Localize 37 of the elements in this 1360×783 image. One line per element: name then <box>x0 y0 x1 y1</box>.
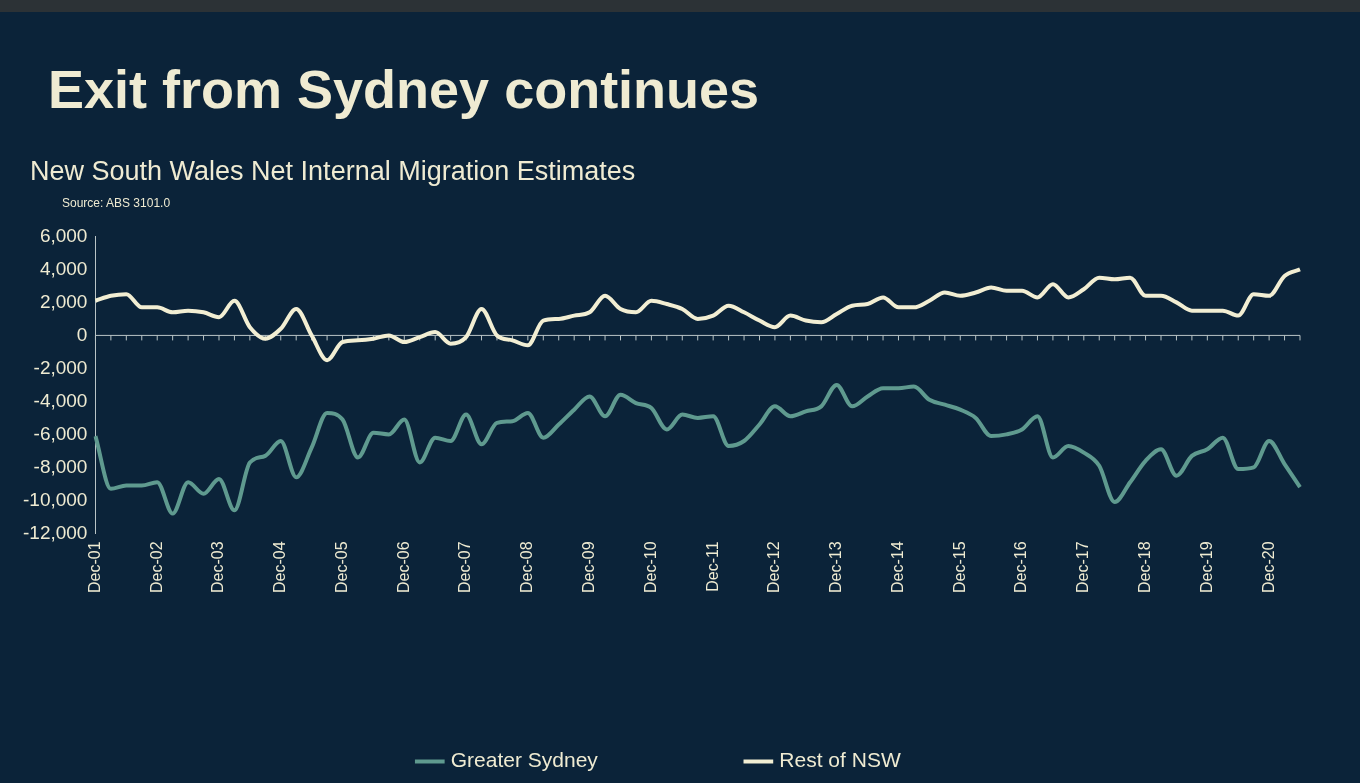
x-tick-label: Dec-20 <box>1259 541 1277 593</box>
line-series <box>93 382 1302 516</box>
legend-label: Rest of NSW <box>779 748 901 772</box>
x-tick-label: Dec-13 <box>827 541 845 593</box>
y-tick-label: 6,000 <box>39 224 88 246</box>
x-tick-label: Dec-04 <box>271 541 289 593</box>
chart-subtitle: New South Wales Net Internal Migration Estimates <box>30 156 636 187</box>
line-series <box>93 267 1302 363</box>
y-tick-label: -2,000 <box>33 356 88 378</box>
y-tick-label: 0 <box>76 323 88 345</box>
y-tick-label: 2,000 <box>39 290 88 312</box>
x-tick-label: Dec-08 <box>518 541 536 593</box>
x-tick-label: Dec-17 <box>1074 541 1092 593</box>
x-tick-label: Dec-05 <box>332 541 350 593</box>
x-tick-label: Dec-19 <box>1197 541 1215 593</box>
x-tick-label: Dec-06 <box>394 541 412 593</box>
source-note: Source: ABS 3101.0 <box>62 196 171 210</box>
legend-label: Greater Sydney <box>450 748 599 772</box>
chart-title: Exit from Sydney continues <box>48 58 760 120</box>
y-tick-label: -6,000 <box>33 422 88 444</box>
y-tick-label: 4,000 <box>39 257 88 279</box>
x-tick-label: Dec-10 <box>641 541 659 593</box>
x-tick-label: Dec-03 <box>209 541 227 593</box>
x-tick-label: Dec-15 <box>950 541 968 593</box>
y-tick-label: -12,000 <box>22 521 88 543</box>
y-tick-label: -10,000 <box>22 488 88 510</box>
y-tick-label: -4,000 <box>33 389 88 411</box>
x-tick-label: Dec-09 <box>580 541 598 593</box>
x-tick-label: Dec-11 <box>703 541 721 592</box>
x-tick-label: Dec-14 <box>888 541 906 593</box>
x-tick-label: Dec-07 <box>456 541 474 593</box>
x-tick-label: Dec-01 <box>85 541 103 593</box>
x-tick-label: Dec-02 <box>147 541 165 593</box>
y-tick-label: -8,000 <box>33 455 88 477</box>
x-tick-label: Dec-18 <box>1135 541 1153 593</box>
x-tick-label: Dec-16 <box>1012 541 1030 593</box>
x-tick-label: Dec-12 <box>765 541 783 593</box>
